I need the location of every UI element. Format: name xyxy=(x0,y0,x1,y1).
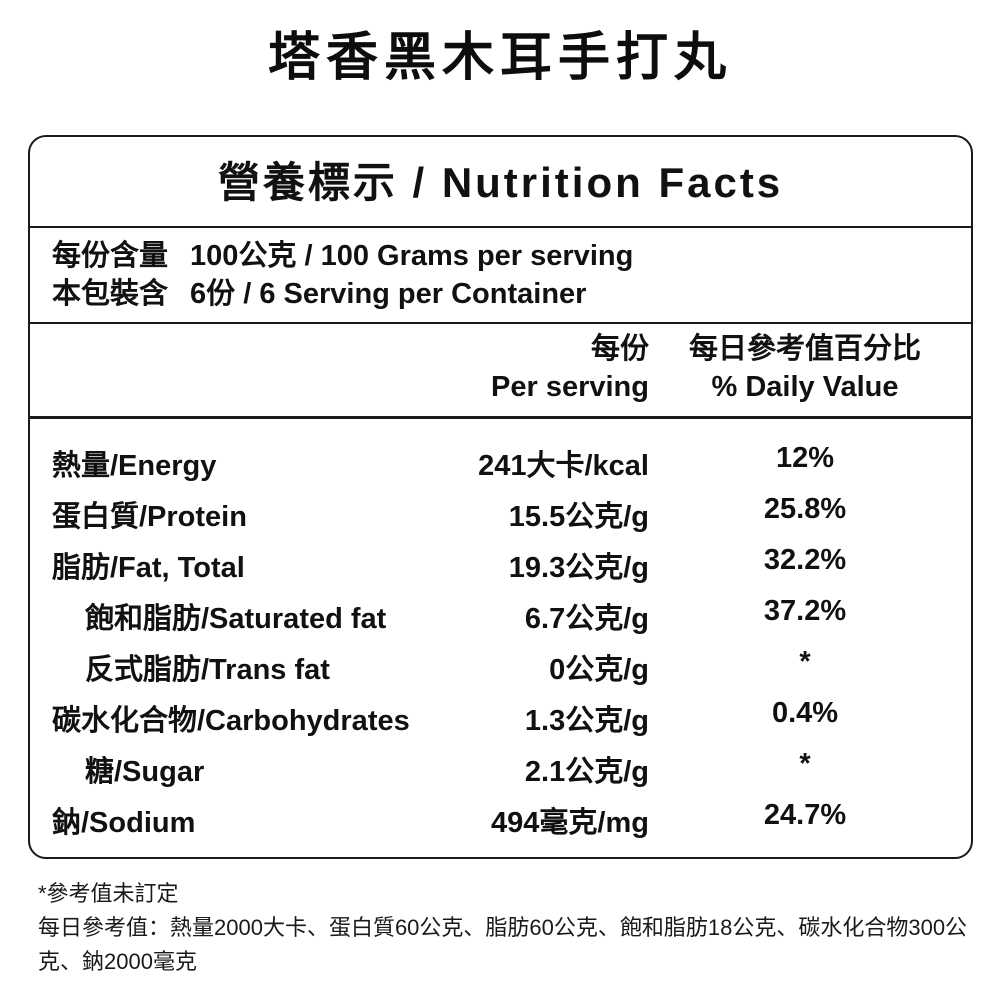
nutrient-daily-value: 32.2% xyxy=(763,544,847,576)
table-row: 脂肪/Fat, Total 19.3公克/g 32.2% xyxy=(52,539,961,590)
nutrient-amount: 6.7公克/g xyxy=(524,602,649,635)
servings-per-container-value: 6份 / 6 Serving per Container xyxy=(190,278,587,310)
table-row: 糖/Sugar 2.1公克/g * xyxy=(52,743,961,794)
col-per-serving: 每份 Per serving xyxy=(434,330,649,406)
nutrient-name: 蛋白質/Protein xyxy=(52,500,247,533)
nutrient-amount: 2.1公克/g xyxy=(524,755,649,788)
nutrient-daily-value: * xyxy=(799,646,811,678)
table-row: 鈉/Sodium 494毫克/mg 24.7% xyxy=(52,794,961,845)
column-headers: 每份 Per serving 每日參考值百分比 % Daily Value xyxy=(30,324,971,419)
table-row: 反式脂肪/Trans fat 0公克/g * xyxy=(52,641,961,692)
col-daily-value-en: % Daily Value xyxy=(711,371,899,403)
nutrient-name: 鈉/Sodium xyxy=(52,806,196,839)
serving-size-label: 每份含量 xyxy=(52,240,169,272)
servings-per-container-row: 本包裝含 6份 / 6 Serving per Container xyxy=(52,275,961,313)
nutrient-amount: 1.3公克/g xyxy=(524,704,649,737)
nutrient-amount: 241大卡/kcal xyxy=(478,449,649,482)
nutrient-name: 熱量/Energy xyxy=(52,449,217,482)
table-row: 熱量/Energy 241大卡/kcal 12% xyxy=(52,437,961,488)
col-per-serving-zh: 每份 xyxy=(590,333,649,365)
product-title: 塔香黑木耳手打丸 xyxy=(267,29,732,87)
nutrition-table: 熱量/Energy 241大卡/kcal 12% 蛋白質/Protein 15.… xyxy=(30,419,971,857)
footnote-daily-values: 每日參考值：熱量2000大卡、蛋白質60公克、脂肪60公克、飽和脂肪18公克、碳… xyxy=(38,915,968,974)
col-daily-value: 每日參考值百分比 % Daily Value xyxy=(649,330,961,406)
nutrient-daily-value: * xyxy=(799,748,811,780)
nutrient-daily-value: 37.2% xyxy=(763,595,847,627)
nutrient-name: 糖/Sugar xyxy=(85,755,205,788)
footnotes: *參考值未訂定 每日參考值：熱量2000大卡、蛋白質60公克、脂肪60公克、飽和… xyxy=(38,877,970,979)
nutrient-amount: 15.5公克/g xyxy=(508,500,649,533)
table-row: 蛋白質/Protein 15.5公克/g 25.8% xyxy=(52,488,961,539)
nutrient-name: 脂肪/Fat, Total xyxy=(52,551,245,584)
column-spacer xyxy=(52,330,434,406)
serving-size-row: 每份含量 100公克 / 100 Grams per serving xyxy=(52,237,961,275)
nutrient-amount: 19.3公克/g xyxy=(508,551,649,584)
footnote-reference: *參考值未訂定 xyxy=(38,881,179,906)
nutrition-label-box: 營養標示 / Nutrition Facts 每份含量 100公克 / 100 … xyxy=(28,135,973,859)
label-header: 營養標示 / Nutrition Facts xyxy=(30,137,971,228)
nutrient-name: 反式脂肪/Trans fat xyxy=(85,653,330,686)
nutrient-amount: 0公克/g xyxy=(549,653,649,686)
serving-info-section: 每份含量 100公克 / 100 Grams per serving 本包裝含 … xyxy=(30,228,971,324)
col-daily-value-zh: 每日參考值百分比 xyxy=(688,333,921,365)
nutrient-daily-value: 24.7% xyxy=(763,799,847,831)
table-row: 飽和脂肪/Saturated fat 6.7公克/g 37.2% xyxy=(52,590,961,641)
nutrient-amount: 494毫克/mg xyxy=(491,806,649,839)
nutrient-name: 碳水化合物/Carbohydrates xyxy=(52,704,410,737)
servings-per-container-label: 本包裝含 xyxy=(52,278,169,310)
nutrient-name: 飽和脂肪/Saturated fat xyxy=(85,602,387,635)
nutrient-daily-value: 0.4% xyxy=(771,697,839,729)
nutrient-daily-value: 12% xyxy=(775,442,835,474)
nutrient-daily-value: 25.8% xyxy=(763,493,847,525)
col-per-serving-en: Per serving xyxy=(491,371,649,403)
table-row: 碳水化合物/Carbohydrates 1.3公克/g 0.4% xyxy=(52,692,961,743)
serving-size-value: 100公克 / 100 Grams per serving xyxy=(190,240,634,272)
